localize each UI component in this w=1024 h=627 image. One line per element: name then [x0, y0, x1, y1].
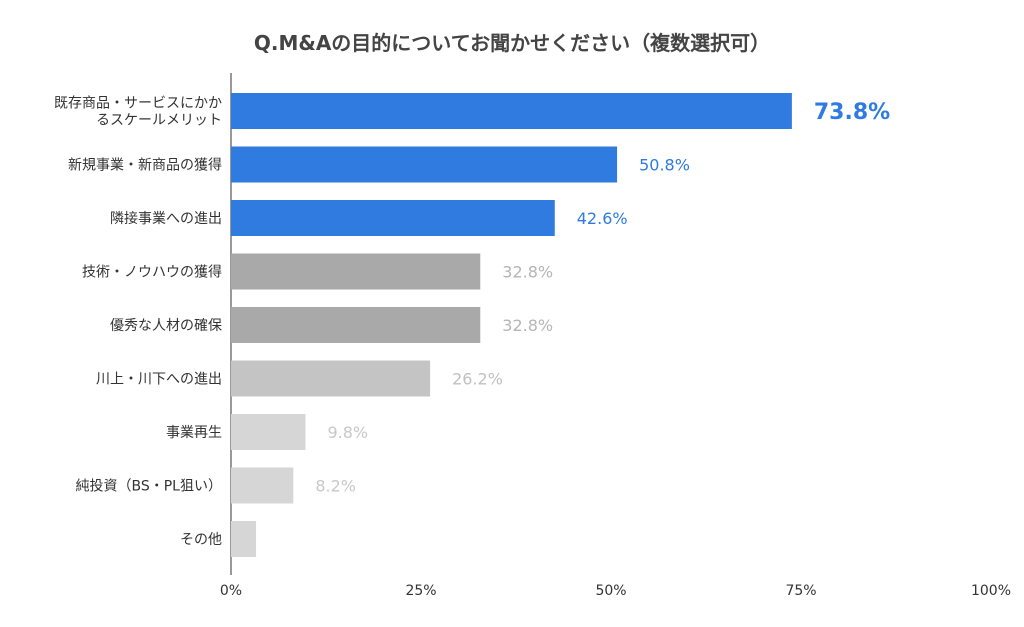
category-label: 既存商品・サービスにかか: [54, 96, 222, 112]
data-label: 73.8%: [814, 100, 890, 125]
data-label: 26.2%: [452, 370, 503, 389]
category-label: るスケールメリット: [96, 113, 222, 129]
bar: [231, 414, 306, 450]
bar: [231, 467, 294, 504]
category-label: 純投資（BS・PL狙い）: [76, 479, 223, 495]
x-tick-label: 25%: [405, 583, 436, 599]
bar: [231, 307, 481, 343]
category-label: その他: [180, 532, 222, 548]
category-labels: 既存商品・サービスにかかるスケールメリット新規事業・新商品の獲得隣接事業への進出…: [54, 96, 222, 549]
category-label: 川上・川下への進出: [96, 372, 222, 388]
category-label: 技術・ノウハウの獲得: [82, 264, 222, 281]
data-label: 32.8%: [502, 263, 553, 282]
bar: [231, 93, 792, 129]
data-label: 8.2%: [315, 477, 356, 496]
bars-group: [231, 93, 792, 557]
data-label: 42.6%: [577, 209, 628, 228]
category-label: 隣接事業への進出: [110, 210, 222, 227]
category-label: 新規事業・新商品の獲得: [68, 157, 222, 174]
x-tick-label: 75%: [785, 583, 816, 599]
bar: [231, 253, 481, 290]
bar: [231, 200, 555, 236]
category-label: 優秀な人材の確保: [110, 318, 222, 334]
value-labels: 73.8% 50.8% 42.6% 32.8% 32.8% 26.2% 9.8% 8.2%: [315, 100, 890, 496]
bar: [231, 521, 257, 557]
data-label: 32.8%: [502, 316, 553, 335]
data-label: 9.8%: [327, 423, 368, 442]
data-label: 50.8%: [639, 156, 690, 175]
x-axis-ticks: 0% 25% 50% 75% 100%: [220, 583, 1011, 599]
bar: [231, 360, 431, 397]
chart-title: Q.M&Aの目的についてお聞かせください（複数選択可）: [254, 31, 770, 55]
x-tick-label: 0%: [220, 583, 242, 599]
x-tick-label: 100%: [971, 583, 1011, 599]
x-tick-label: 50%: [595, 583, 626, 599]
category-label: 事業再生: [166, 425, 222, 441]
bar: [231, 146, 618, 183]
